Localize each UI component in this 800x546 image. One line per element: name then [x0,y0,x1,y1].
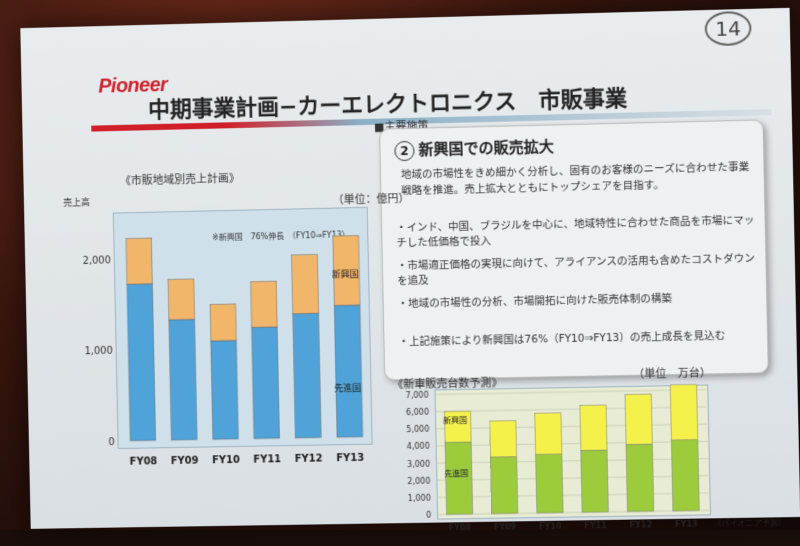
y-tick-label: 1,000 [84,346,112,358]
bar-advanced [671,440,699,511]
bar-advanced [490,457,517,514]
x-tick-label: FY11 [253,454,281,465]
x-tick-label: FY12 [630,520,653,529]
gridline [435,390,707,395]
bar-emerging [535,413,562,455]
policy-bullet: ・市場適正価格の実現に向けて、アライアンスの活用も含めたコストダウンを追及 [397,252,760,290]
regional-sales-chart: 売上高 0 1,000 2,000 ※新興国 76%伸長 （FY10⇒FY13） FY08… [63,186,396,481]
bar-advanced [211,340,239,439]
y-tick-label: 2,000 [83,255,111,267]
x-tick-label: FY12 [295,453,323,464]
policy-box: 2 新興国での販売拡大 地域の市場性をきめ細かく分析し、固有のお客様のニーズに合わ… [379,119,769,380]
x-tick-label: FY08 [130,456,158,467]
series-label-advanced: 先進国 [334,382,361,395]
bar-advanced [293,313,321,438]
policy-heading: 2 新興国での販売拡大 [394,135,554,161]
bar-emerging [490,421,517,458]
y-tick-label: 0 [108,437,114,448]
bar-emerging [292,255,319,314]
x-tick-label: FY11 [584,521,607,530]
y-tick-label: 2,000 [407,476,430,485]
gridline [435,407,707,412]
bar-advanced [334,305,363,437]
y-tick-label: 7,000 [406,391,429,400]
gridline [436,441,708,446]
bar-emerging [210,304,236,341]
policy-number: 2 [394,141,414,161]
y-axis-label: 売上高 [63,196,90,209]
gridline [435,424,707,429]
series-label-emerging: 新興国 [332,268,359,281]
bar-advanced [536,454,563,513]
gridline [437,510,709,514]
bar-advanced [169,319,197,440]
bar-advanced [581,450,609,512]
gridline [436,476,708,480]
series-label-emerging: 新興国 [443,415,467,425]
bar-emerging [251,281,278,327]
forecast-note: （パイオニア予測） [713,517,786,528]
bar-emerging [625,394,652,444]
series-label-advanced: 先進国 [444,468,468,478]
y-tick-label: 6,000 [406,408,429,417]
gridline [436,459,708,464]
bar-emerging [670,385,698,441]
policy-bullet: ・地域の市場性の分析、市場開拓に向けた販売体制の構築 [398,290,761,312]
policy-bullet: ・上記施策により新興国は76%（FY10⇒FY13）の売上成長を見込む [398,328,761,350]
bar-advanced [127,284,156,441]
bar-emerging [168,279,194,320]
policy-intro: 地域の市場性をきめ細かく分析し、固有のお客様のニーズに合わせた事業戦略を推進。売… [401,159,754,199]
x-tick-label: FY09 [494,522,517,531]
policy-bullet: ・インド、中国、ブラジルを中心に、地域特性に合わせた商品を市場にマッチした低価格… [396,213,759,251]
bar-emerging [126,238,152,284]
y-tick-label: 3,000 [407,459,430,468]
chart1-title: 《市販地域別売上計画》 [120,170,240,189]
y-tick-label: 5,000 [406,425,429,434]
vehicle-sales-chart: 0 1,000 2,000 3,000 4,000 5,000 6,000 7,000 FY08… [384,373,770,540]
bar-advanced [252,327,280,439]
y-tick-label: 0 [426,511,431,520]
page-number: 14 [704,11,751,46]
policy-heading-text: 新興国での販売拡大 [418,137,554,158]
bar-emerging [580,405,607,450]
chart-annotation: ※新興国 76%伸長 （FY10⇒FY13） [212,229,350,242]
presentation-slide: 14 Pioneer 中期事業計画−カーエレクトロニクス 市販事業 ■主要施策 … [20,8,800,529]
y-tick-label: 4,000 [407,442,430,451]
x-tick-label: FY08 [449,523,472,532]
projection-room: 14 Pioneer 中期事業計画−カーエレクトロニクス 市販事業 ■主要施策 … [0,0,800,530]
x-tick-label: FY13 [336,453,364,465]
gridline [437,493,709,497]
x-tick-label: FY10 [212,455,240,466]
bar-advanced [626,444,654,512]
x-tick-label: FY09 [171,456,199,467]
x-tick-label: FY13 [675,520,698,529]
y-tick-label: 1,000 [408,493,431,502]
